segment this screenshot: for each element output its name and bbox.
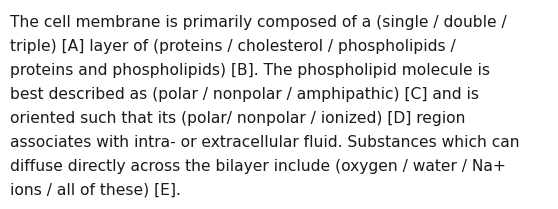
Text: The cell membrane is primarily composed of a (single / double /: The cell membrane is primarily composed …: [10, 15, 507, 30]
Text: associates with intra- or extracellular fluid. Substances which can: associates with intra- or extracellular …: [10, 135, 519, 150]
Text: oriented such that its (polar/ nonpolar / ionized) [D] region: oriented such that its (polar/ nonpolar …: [10, 111, 465, 126]
Text: diffuse directly across the bilayer include (oxygen / water / Na+: diffuse directly across the bilayer incl…: [10, 159, 506, 174]
Text: ions / all of these) [E].: ions / all of these) [E].: [10, 183, 181, 198]
Text: triple) [A] layer of (proteins / cholesterol / phospholipids /: triple) [A] layer of (proteins / cholest…: [10, 39, 456, 54]
Text: proteins and phospholipids) [B]. The phospholipid molecule is: proteins and phospholipids) [B]. The pho…: [10, 63, 490, 78]
Text: best described as (polar / nonpolar / amphipathic) [C] and is: best described as (polar / nonpolar / am…: [10, 87, 479, 102]
